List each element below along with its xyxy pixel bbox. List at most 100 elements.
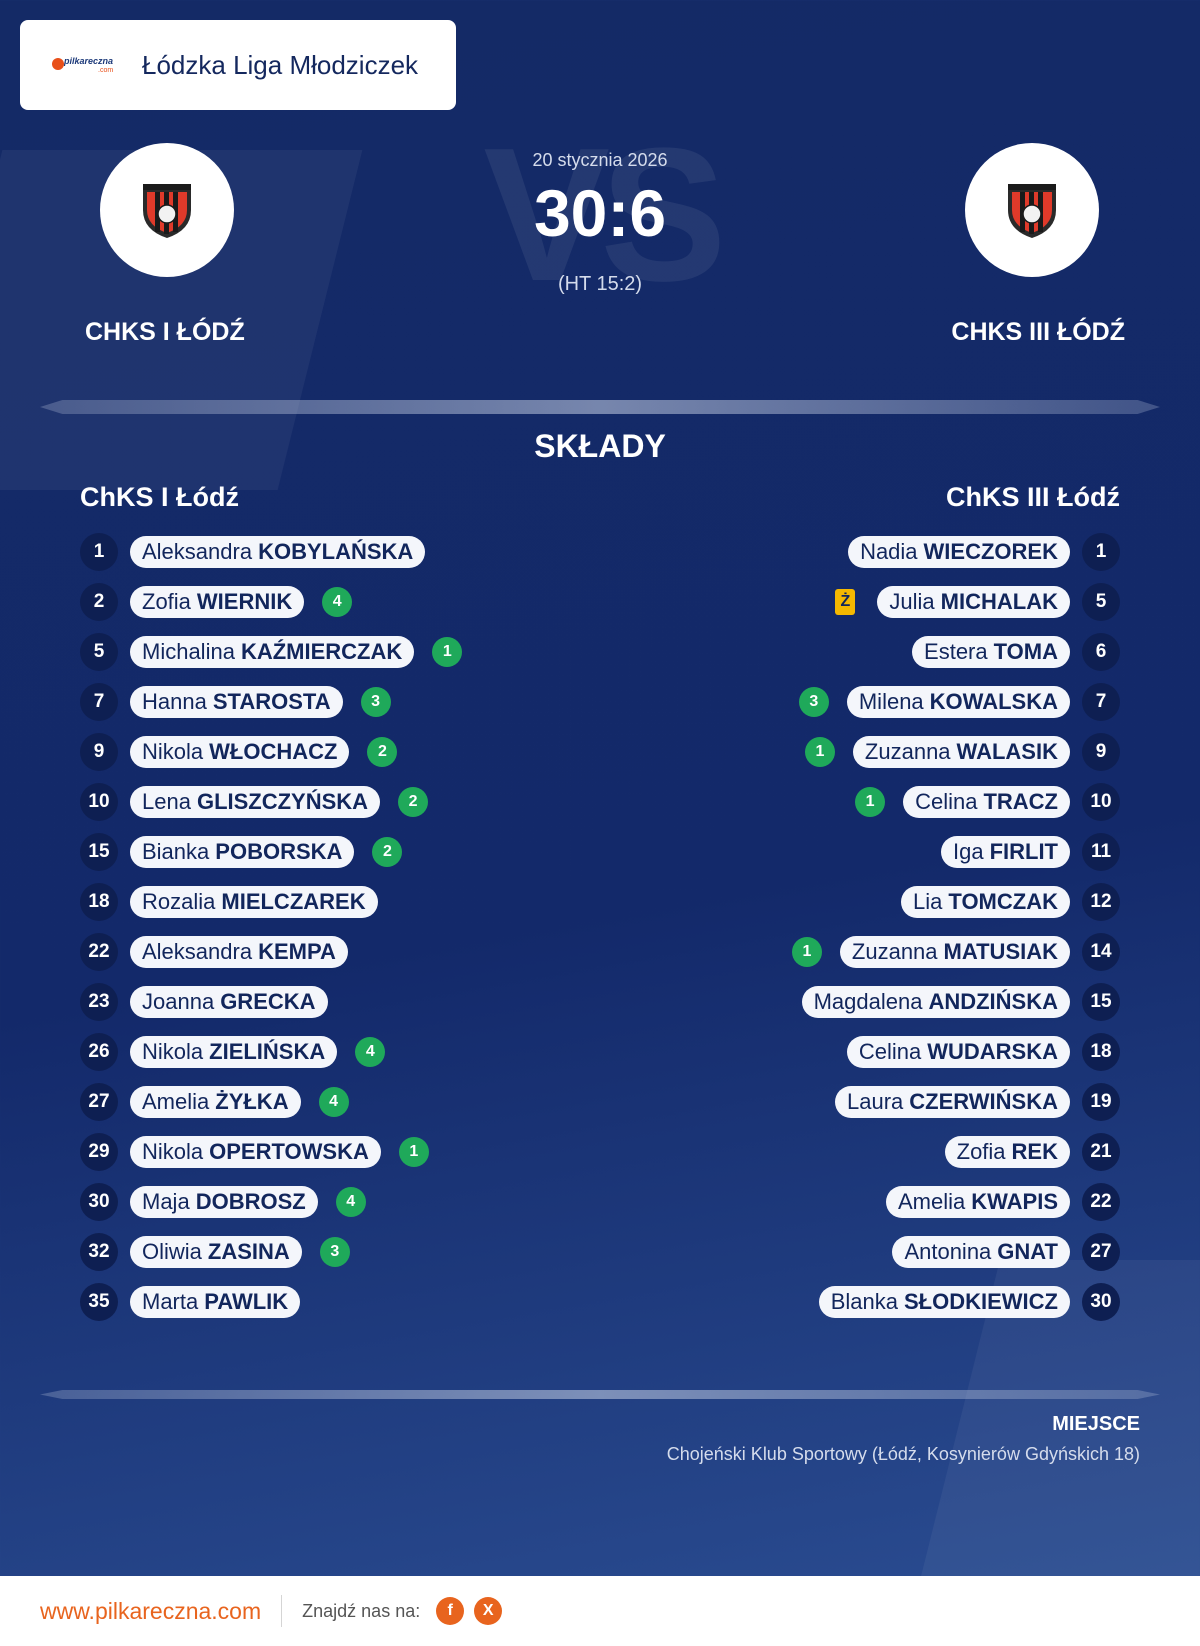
player-first-name: Zuzanna bbox=[864, 739, 951, 764]
player-first-name: Bianka bbox=[142, 839, 210, 864]
goals-badge: 1 bbox=[398, 1137, 429, 1167]
player-row: 19 Laura CZERWIŃSKA bbox=[792, 1077, 1120, 1127]
player-row: 18 Celina WUDARSKA bbox=[792, 1027, 1120, 1077]
player-last-name: DOBROSZ bbox=[195, 1189, 306, 1214]
player-first-name: Joanna bbox=[142, 989, 215, 1014]
player-first-name: Aleksandra bbox=[142, 539, 253, 564]
league-name: Łódzka Liga Młodziczek bbox=[142, 49, 419, 80]
player-name: Hanna STAROSTA bbox=[130, 686, 343, 718]
player-name: Nikola ZIELIŃSKA bbox=[130, 1036, 338, 1068]
player-first-name: Iga bbox=[952, 839, 984, 864]
player-row: 7 Hanna STAROSTA 3 bbox=[80, 677, 462, 727]
player-first-name: Hanna bbox=[142, 689, 207, 714]
player-name: Zuzanna MATUSIAK bbox=[839, 936, 1070, 968]
player-number: 5 bbox=[80, 633, 118, 671]
goals-badge: 3 bbox=[319, 1237, 350, 1267]
player-row: 10 Celina TRACZ 1 bbox=[792, 777, 1120, 827]
player-number: 32 bbox=[80, 1233, 118, 1271]
facebook-icon[interactable]: f bbox=[436, 1597, 465, 1625]
away-lineup-title: ChKS III Łódź bbox=[946, 482, 1120, 512]
player-first-name: Celina bbox=[858, 1039, 922, 1064]
player-name: Laura CZERWIŃSKA bbox=[835, 1086, 1070, 1118]
player-first-name: Rozalia bbox=[142, 889, 216, 914]
player-first-name: Blanka bbox=[830, 1289, 898, 1314]
player-first-name: Milena bbox=[858, 689, 924, 714]
player-name: Blanka SŁODKIEWICZ bbox=[818, 1286, 1070, 1318]
player-first-name: Oliwia bbox=[142, 1239, 202, 1264]
player-number: 29 bbox=[80, 1133, 118, 1171]
goals-badge: 4 bbox=[355, 1037, 386, 1067]
player-number: 30 bbox=[80, 1183, 118, 1221]
player-number: 1 bbox=[80, 533, 118, 571]
player-last-name: MIELCZAREK bbox=[221, 889, 366, 914]
venue-label: MIEJSCE bbox=[1052, 1413, 1140, 1435]
player-first-name: Nadia bbox=[860, 539, 918, 564]
player-number: 12 bbox=[1082, 883, 1120, 921]
player-last-name: WALASIK bbox=[956, 739, 1058, 764]
player-name: Nikola WŁOCHACZ bbox=[130, 736, 350, 768]
player-row: 35 Marta PAWLIK bbox=[80, 1277, 462, 1327]
footer-separator bbox=[281, 1595, 283, 1627]
player-last-name: KAŹMIERCZAK bbox=[240, 639, 403, 664]
player-row: 5 Julia MICHALAK Ż bbox=[792, 577, 1120, 627]
player-name: Estera TOMA bbox=[912, 636, 1070, 668]
player-first-name: Lia bbox=[913, 889, 943, 914]
player-number: 21 bbox=[1082, 1133, 1120, 1171]
player-number: 30 bbox=[1082, 1283, 1120, 1321]
x-icon[interactable]: X bbox=[474, 1597, 503, 1625]
divider bbox=[40, 400, 1160, 414]
player-number: 18 bbox=[80, 883, 118, 921]
player-row: 23 Joanna GRECKA bbox=[80, 977, 462, 1027]
player-last-name: GRECKA bbox=[220, 989, 316, 1014]
player-last-name: ANDZIŃSKA bbox=[928, 989, 1058, 1014]
divider bbox=[40, 1390, 1160, 1399]
site-link[interactable]: www.pilkareczna.com bbox=[40, 1597, 262, 1624]
player-first-name: Estera bbox=[924, 639, 988, 664]
home-lineup-list: 1 Aleksandra KOBYLAŃSKA 2 Zofia WIERNIK 4 5 Mich… bbox=[80, 527, 463, 1327]
player-row: 22 Aleksandra KEMPA bbox=[80, 927, 462, 977]
goals-badge: 1 bbox=[855, 787, 886, 817]
player-number: 15 bbox=[80, 833, 118, 871]
player-first-name: Michalina bbox=[142, 639, 235, 664]
goals-badge: 4 bbox=[335, 1187, 366, 1217]
goals-badge: 3 bbox=[360, 687, 391, 717]
home-lineup-title: ChKS I Łódź bbox=[80, 482, 239, 512]
club-crest-icon bbox=[143, 184, 191, 238]
player-name: Amelia KWAPIS bbox=[885, 1186, 1070, 1218]
halftime-score: (HT 15:2) bbox=[557, 273, 643, 295]
player-number: 9 bbox=[80, 733, 118, 771]
player-name: Oliwia ZASINA bbox=[130, 1236, 302, 1268]
player-number: 10 bbox=[1082, 783, 1120, 821]
player-row: 11 Iga FIRLIT bbox=[792, 827, 1120, 877]
logo-subtext: .com bbox=[98, 67, 114, 74]
player-number: 7 bbox=[80, 683, 118, 721]
find-us-label: Znajdź nas na: bbox=[302, 1600, 421, 1621]
goals-badge: 4 bbox=[322, 587, 353, 617]
goals-badge: 2 bbox=[372, 837, 403, 867]
player-number: 27 bbox=[80, 1083, 118, 1121]
player-row: 7 Milena KOWALSKA 3 bbox=[792, 677, 1120, 727]
player-last-name: MATUSIAK bbox=[943, 939, 1058, 964]
goals-badge: 4 bbox=[318, 1087, 349, 1117]
player-last-name: ZIELIŃSKA bbox=[209, 1039, 326, 1064]
player-last-name: OPERTOWSKA bbox=[209, 1139, 369, 1164]
player-row: 27 Amelia ŻYŁKA 4 bbox=[80, 1077, 462, 1127]
player-name: Lena GLISZCZYŃSKA bbox=[130, 786, 381, 818]
player-first-name: Julia bbox=[889, 589, 935, 614]
player-last-name: GNAT bbox=[997, 1239, 1058, 1264]
match-score: 30:6 bbox=[533, 176, 667, 250]
player-name: Rozalia MIELCZAREK bbox=[130, 886, 378, 918]
player-row: 29 Nikola OPERTOWSKA 1 bbox=[80, 1127, 462, 1177]
player-row: 1 Aleksandra KOBYLAŃSKA bbox=[80, 527, 462, 577]
player-row: 15 Bianka POBORSKA 2 bbox=[80, 827, 462, 877]
goals-badge: 1 bbox=[804, 737, 835, 767]
yellow-card-icon: Ż bbox=[835, 589, 856, 615]
player-first-name: Laura bbox=[847, 1089, 904, 1114]
player-row: 32 Oliwia ZASINA 3 bbox=[80, 1227, 462, 1277]
away-crest bbox=[965, 143, 1099, 277]
player-number: 35 bbox=[80, 1283, 118, 1321]
player-row: 2 Zofia WIERNIK 4 bbox=[80, 577, 462, 627]
player-last-name: STAROSTA bbox=[212, 689, 331, 714]
player-number: 19 bbox=[1082, 1083, 1120, 1121]
player-name: Marta PAWLIK bbox=[130, 1286, 301, 1318]
